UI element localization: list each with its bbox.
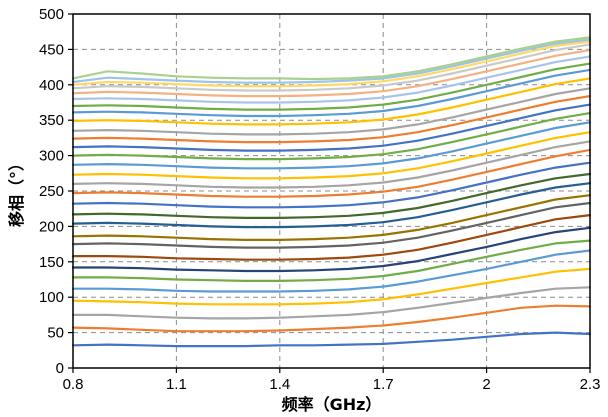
series-line-21 (71, 87, 592, 136)
series-line-18 (71, 111, 592, 161)
series-line-2 (71, 304, 592, 333)
series-line-27 (71, 43, 592, 92)
y-tick-label: 100 (39, 289, 64, 306)
series-line-20 (71, 94, 592, 144)
y-tick-label: 350 (39, 112, 64, 129)
series-line-3 (71, 286, 592, 320)
y-axis-label: 移相（°） (7, 155, 26, 227)
series-line-22 (71, 77, 592, 126)
series-line-16 (71, 131, 592, 180)
series-line-14 (71, 148, 592, 198)
series-lines (71, 36, 592, 348)
series-line-28 (71, 40, 592, 88)
x-tick-label: 1.1 (166, 376, 187, 393)
y-tick-label: 0 (56, 360, 64, 377)
grid-lines (73, 14, 590, 368)
series-line-29 (71, 38, 592, 84)
series-line-8 (71, 214, 592, 261)
x-axis-label: 频率（GHz） (282, 395, 382, 414)
series-line-19 (71, 103, 592, 152)
series-line-10 (71, 194, 592, 241)
series-line-26 (71, 48, 592, 98)
y-tick-label: 50 (47, 325, 64, 342)
y-tick-labels: 0 50 100 150 200 250 300 350 400 450 500 (39, 6, 64, 377)
series-line-13 (71, 161, 592, 209)
y-tick-label: 300 (39, 148, 64, 165)
x-tick-label: 1.4 (269, 376, 290, 393)
x-tick-label: 0.8 (63, 376, 84, 393)
axes (68, 13, 591, 373)
series-line-24 (71, 62, 592, 111)
y-tick-label: 250 (39, 183, 64, 200)
series-line-17 (71, 121, 592, 170)
series-line-6 (71, 239, 592, 282)
series-line-30 (71, 36, 592, 81)
series-line-12 (71, 172, 592, 219)
series-line-4 (71, 267, 592, 306)
series-line-23 (71, 68, 592, 118)
series-line-11 (71, 182, 592, 229)
series-line-7 (71, 226, 592, 273)
x-tick-label: 2 (482, 376, 490, 393)
series-line-1 (71, 331, 592, 348)
y-tick-label: 450 (39, 41, 64, 58)
series-line-15 (71, 140, 592, 189)
x-tick-labels: 0.8 1.1 1.4 1.7 2 2.3 (63, 376, 601, 393)
y-tick-label: 500 (39, 6, 64, 23)
x-tick-label: 1.7 (373, 376, 394, 393)
series-line-5 (71, 249, 592, 293)
x-tick-label: 2.3 (580, 376, 601, 393)
series-line-9 (71, 201, 592, 249)
y-tick-label: 200 (39, 218, 64, 235)
y-tick-label: 150 (39, 254, 64, 271)
series-line-25 (71, 55, 592, 104)
y-tick-label: 400 (39, 77, 64, 94)
